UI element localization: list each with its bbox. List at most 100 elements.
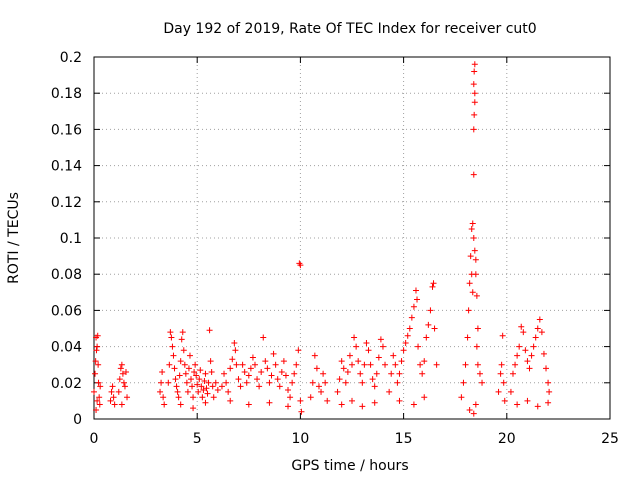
data-point [167,329,174,336]
data-point [210,394,217,401]
data-point [470,126,477,133]
x-axis-label: GPS time / hours [291,458,408,474]
data-point [223,379,230,386]
data-point [158,379,165,386]
data-point [501,397,508,404]
data-point [545,399,552,406]
data-point [396,397,403,404]
data-point [507,388,514,395]
data-point [285,403,292,410]
data-point [181,361,188,368]
data-point [195,388,202,395]
data-point [410,401,417,408]
data-point [344,368,351,375]
data-point [117,365,124,372]
y-tick-label: 0.18 [51,86,82,102]
data-point [266,399,273,406]
data-point [479,379,486,386]
data-point [460,379,467,386]
data-point [423,334,430,341]
data-point [462,361,469,368]
data-point [212,379,219,386]
data-point [111,401,118,408]
data-point [543,365,550,372]
data-point [524,358,531,365]
x-tick-label: 5 [193,431,202,447]
y-tick-label: 0.06 [51,303,82,319]
x-tick-label: 0 [90,431,99,447]
data-point [338,401,345,408]
data-point [355,358,362,365]
data-point [495,388,502,395]
data-point [207,358,214,365]
data-point [91,388,97,395]
data-point [412,287,419,294]
data-point [371,399,378,406]
data-point [108,388,115,395]
data-point [272,361,279,368]
data-point [469,289,476,296]
y-tick-label: 0.12 [51,195,82,211]
data-point [361,361,368,368]
data-point [177,358,184,365]
data-point [471,247,478,254]
data-point [346,352,353,359]
data-point [512,361,519,368]
data-point [193,372,200,379]
data-point [190,405,197,412]
data-point [124,394,131,401]
data-point [536,316,543,323]
data-point [262,358,269,365]
data-point [500,379,507,386]
data-point [309,379,316,386]
data-point [522,347,529,354]
data-point [202,370,209,377]
data-point [180,347,187,354]
data-point [94,397,101,404]
data-point [176,372,183,379]
data-point [298,408,305,415]
data-point [388,370,395,377]
data-point [353,343,360,350]
data-point [107,397,114,404]
data-point [400,347,407,354]
data-point [538,329,545,336]
data-point [94,332,101,339]
data-point [514,401,521,408]
data-point [186,352,193,359]
data-point [118,401,125,408]
data-point [172,376,179,383]
data-point [243,379,250,386]
data-point [474,361,481,368]
y-tick-label: 0.04 [51,340,82,356]
data-point [109,383,116,390]
data-point [229,356,236,363]
data-point [336,376,343,383]
data-point [168,334,175,341]
data-point [410,303,417,310]
data-point [297,397,304,404]
data-point [320,370,327,377]
data-point [398,358,405,365]
data-point [93,406,100,413]
data-point [182,370,189,377]
data-point [214,387,221,394]
data-point [545,379,552,386]
data-point [307,394,314,401]
data-point [258,368,265,375]
data-point [190,394,197,401]
data-point [415,343,422,350]
data-point [260,334,267,341]
data-point [194,381,201,388]
data-point [470,171,477,178]
data-point [204,390,211,397]
y-tick-label: 0.14 [51,159,82,175]
data-point [324,397,331,404]
data-point [205,379,212,386]
data-point [175,394,182,401]
data-point [466,280,473,287]
data-series-roti [91,61,553,417]
data-point [516,343,523,350]
data-point [94,343,101,350]
